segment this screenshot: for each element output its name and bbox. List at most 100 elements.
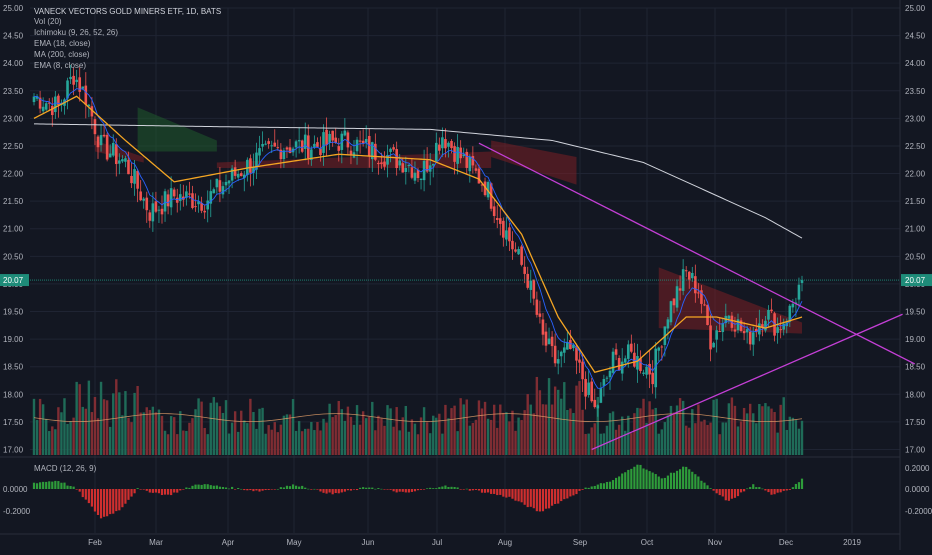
price-tick-right: 18.50	[905, 363, 926, 372]
volume-bar	[678, 398, 682, 455]
x-tick: Aug	[498, 538, 512, 547]
axes: 25.00 25.00 24.50 24.50 24.00 24.00 23.50 23.50…	[0, 4, 932, 547]
macd-bar	[322, 489, 325, 493]
volume-bar	[240, 410, 243, 455]
candle-body	[392, 147, 395, 150]
candle-body	[721, 323, 725, 333]
macd-bar	[572, 489, 575, 496]
macd-bar	[224, 487, 228, 489]
macd-bar	[343, 489, 346, 492]
volume-bar	[407, 431, 411, 455]
candle-body	[718, 331, 722, 333]
candle-body	[105, 134, 109, 160]
macd-bar	[526, 489, 529, 508]
macd-bar	[185, 487, 188, 489]
macd-bar	[371, 487, 374, 489]
macd-bar	[203, 484, 206, 489]
candle-body	[334, 137, 338, 143]
last-price-label-right: 20.07	[905, 276, 926, 285]
candle-body	[121, 159, 124, 162]
candle-body	[419, 178, 423, 180]
macd-bar	[358, 487, 362, 489]
candle-body	[450, 140, 453, 149]
macd-bar	[170, 489, 173, 496]
candle-body	[584, 378, 587, 397]
candle-body	[93, 119, 97, 135]
macd-bar	[587, 487, 590, 489]
candle-body	[163, 191, 167, 212]
volume-bar	[471, 422, 475, 455]
candle-body	[313, 143, 316, 147]
candle-body	[742, 331, 746, 334]
volume-bar	[340, 409, 344, 455]
candle-body	[572, 344, 575, 349]
volume-bar	[438, 413, 441, 455]
candle-body	[526, 273, 530, 288]
volume-bar	[84, 408, 88, 455]
candle-body	[697, 292, 700, 294]
volume-bar	[556, 389, 560, 455]
candle-body	[349, 150, 353, 155]
macd-bar	[197, 484, 200, 489]
macd-bar	[276, 488, 279, 490]
price-tick-right: 24.50	[905, 32, 926, 41]
volume-bar	[389, 408, 392, 455]
volume-bar	[322, 418, 325, 455]
volume-bar	[593, 423, 596, 455]
candle-body	[431, 163, 435, 166]
volume-bar	[130, 422, 133, 455]
volume-bar	[203, 428, 206, 455]
candle-body	[346, 132, 350, 148]
candle-body	[389, 148, 392, 152]
macd-bar	[151, 489, 154, 493]
volume-bar	[773, 412, 776, 455]
candle-body	[279, 149, 283, 160]
candle-body	[118, 160, 121, 164]
macd-bar	[78, 489, 81, 492]
macd-bar	[773, 489, 776, 495]
candle-body	[590, 381, 594, 402]
macd-bar	[761, 488, 764, 490]
macd-bar	[54, 480, 57, 489]
macd-bar	[608, 481, 612, 489]
candle-body	[142, 198, 146, 201]
volume-bar	[526, 394, 529, 455]
volume-bar	[639, 408, 642, 455]
volume-bar	[581, 409, 584, 455]
macd-bar	[182, 489, 185, 490]
volume-bar	[624, 430, 627, 455]
candle-body	[782, 323, 786, 330]
volume-bar	[611, 411, 615, 455]
macd-bar	[477, 489, 481, 491]
volume-bar	[748, 403, 752, 455]
macd-bar	[468, 489, 471, 491]
macd-bar	[218, 486, 222, 489]
volume-bar	[236, 431, 240, 455]
volume-bar	[127, 417, 130, 455]
volume-bar	[121, 415, 124, 455]
macd-bar	[438, 487, 441, 489]
candle-body	[273, 142, 277, 147]
candle-body	[441, 137, 444, 149]
x-tick: Sep	[573, 538, 588, 547]
candle-body	[358, 140, 362, 142]
candle-body	[75, 79, 78, 83]
candle-body	[178, 194, 182, 201]
volume-bar	[633, 413, 636, 455]
candle-body	[727, 315, 731, 319]
volume-bar	[675, 405, 679, 455]
macd-bar	[663, 477, 666, 489]
volume-bar	[197, 398, 200, 455]
x-tick: Oct	[641, 538, 654, 547]
volume-bar	[90, 412, 94, 455]
volume-bar	[291, 399, 295, 455]
volume-bar	[532, 413, 536, 455]
macd-bar	[407, 489, 410, 493]
macd-bar	[145, 489, 148, 491]
volume-bar	[361, 411, 365, 455]
candle-body	[127, 159, 130, 175]
macd-bar	[486, 489, 490, 493]
macd-bar	[45, 481, 48, 489]
macd-bar	[310, 489, 313, 490]
